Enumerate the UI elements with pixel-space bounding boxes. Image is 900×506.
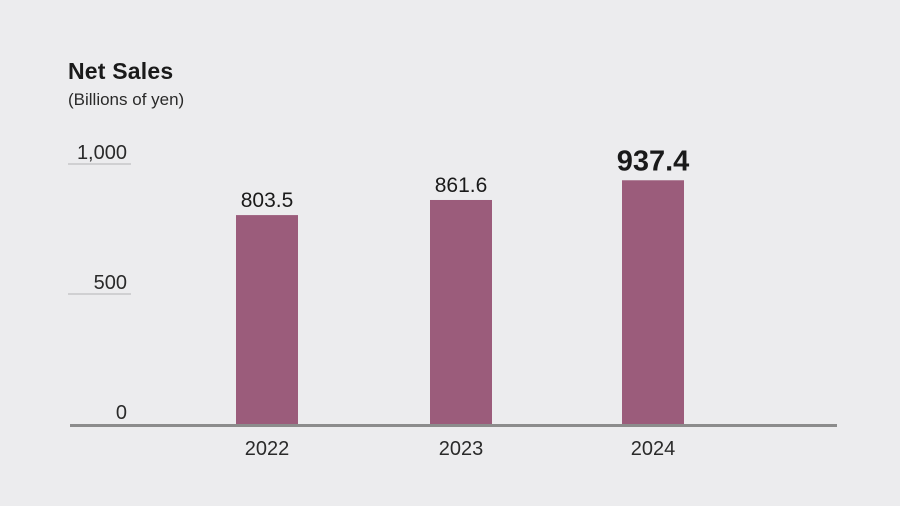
y-axis: 0 500 1,000: [68, 142, 131, 424]
bar-2024: [622, 180, 684, 424]
bar-2022: [236, 215, 298, 424]
value-label-2022: 803.5: [241, 189, 294, 212]
value-labels: 803.5 861.6 937.4: [241, 145, 690, 212]
x-tick-label-2024: 2024: [631, 438, 676, 460]
x-tick-label-2022: 2022: [245, 438, 290, 460]
bar-2023: [430, 199, 492, 424]
y-tick-label: 1,000: [77, 142, 127, 164]
y-tick-label: 0: [116, 402, 127, 424]
chart-title: Net Sales: [68, 58, 174, 84]
x-tick-label-2023: 2023: [439, 438, 484, 460]
x-axis: 2022 2023 2024: [245, 438, 676, 460]
value-label-2024: 937.4: [617, 145, 690, 177]
chart-subtitle: (Billions of yen): [68, 90, 185, 109]
value-label-2023: 861.6: [435, 174, 488, 197]
bar-series: [236, 180, 684, 424]
y-tick-label: 500: [94, 272, 127, 294]
